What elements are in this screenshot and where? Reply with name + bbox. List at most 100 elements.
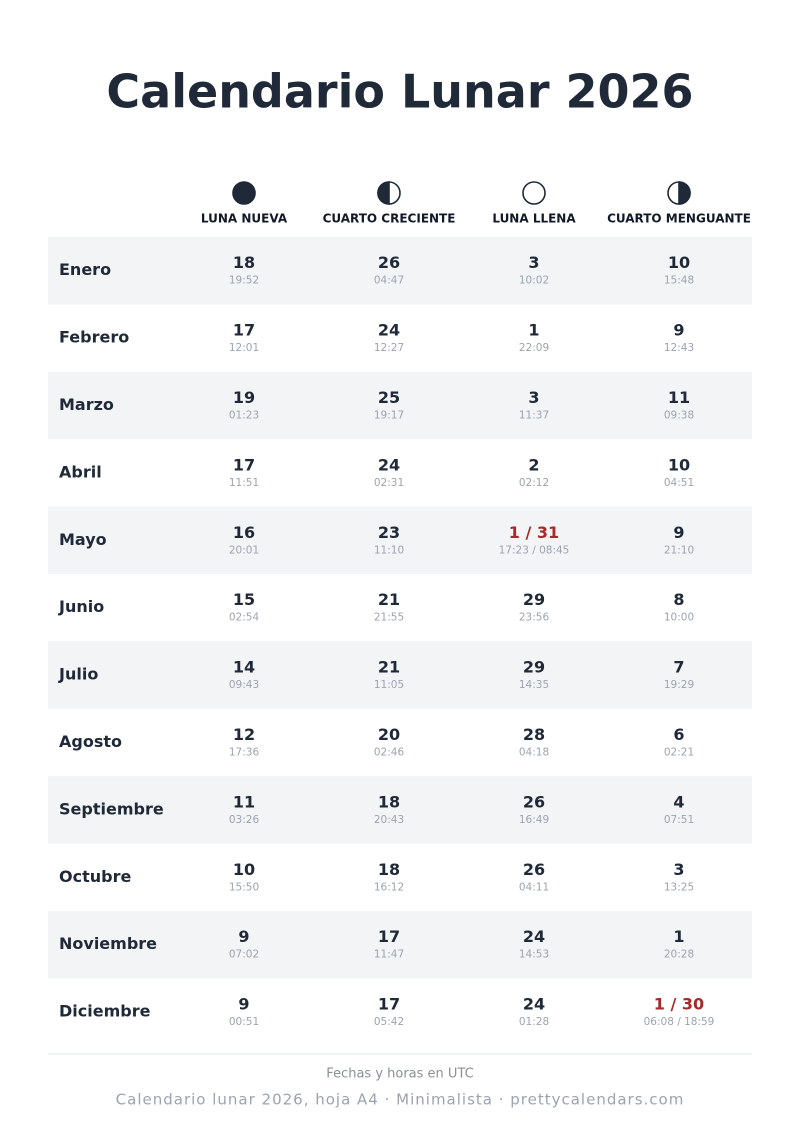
phase-day: 18: [378, 792, 400, 811]
phase-day: 1: [528, 321, 539, 340]
phase-time: 19:29: [664, 679, 694, 691]
phase-time: 02:46: [374, 747, 405, 759]
phase-day: 29: [523, 590, 545, 609]
phase-time: 11:47: [374, 949, 404, 961]
phase-time: 04:11: [519, 881, 549, 893]
column-header: CUARTO CRECIENTE: [323, 212, 456, 226]
phase-day: 1: [673, 927, 684, 946]
phase-day: 17: [378, 995, 400, 1014]
phase-time: 10:02: [519, 275, 549, 287]
phase-day: 24: [378, 321, 400, 340]
phase-day: 10: [668, 253, 690, 272]
phase-day: 21: [378, 658, 400, 677]
phase-time: 09:38: [664, 410, 694, 422]
phase-day: 25: [378, 388, 400, 407]
month-label: Junio: [58, 597, 104, 616]
phase-day: 17: [233, 455, 255, 474]
phase-day: 18: [378, 860, 400, 879]
phase-time: 19:17: [374, 410, 404, 422]
phase-day: 8: [673, 590, 684, 609]
phase-time: 12:27: [374, 342, 404, 354]
phase-day: 15: [233, 590, 255, 609]
phase-time: 15:48: [664, 275, 694, 287]
phase-day: 3: [528, 388, 539, 407]
phase-time: 21:55: [374, 612, 404, 624]
phase-day: 16: [233, 523, 255, 542]
phase-time: 20:28: [664, 949, 694, 961]
row-background: [48, 776, 752, 844]
phase-time: 02:54: [229, 612, 260, 624]
phase-time: 02:21: [664, 747, 694, 759]
month-label: Enero: [59, 260, 111, 279]
month-label: Abril: [59, 462, 102, 481]
phase-day: 17: [233, 321, 255, 340]
phase-day: 2: [528, 455, 539, 474]
phase-time: 04:47: [374, 275, 404, 287]
phase-time: 02:31: [374, 477, 404, 489]
phase-day: 26: [378, 253, 400, 272]
month-label: Mayo: [59, 530, 107, 549]
phase-day: 11: [668, 388, 690, 407]
phase-time: 16:49: [519, 814, 549, 826]
month-label: Diciembre: [59, 1002, 151, 1021]
phase-time: 14:53: [519, 949, 549, 961]
phase-time: 07:51: [664, 814, 694, 826]
phase-day: 7: [673, 658, 684, 677]
phase-time: 21:10: [664, 544, 694, 556]
page-title: Calendario Lunar 2026: [106, 65, 693, 119]
phase-day: 24: [378, 455, 400, 474]
phase-day: 6: [673, 725, 684, 744]
month-label: Septiembre: [59, 799, 164, 818]
phase-time: 12:43: [664, 342, 694, 354]
phase-day: 10: [668, 455, 690, 474]
phase-time: 12:01: [229, 342, 259, 354]
column-header: LUNA LLENA: [492, 212, 576, 226]
phase-time: 23:56: [519, 612, 550, 624]
phase-day: 24: [523, 927, 545, 946]
month-label: Noviembre: [59, 934, 157, 953]
phase-day: 3: [528, 253, 539, 272]
phase-day: 9: [673, 321, 684, 340]
phase-day: 18: [233, 253, 255, 272]
month-label: Febrero: [59, 328, 129, 347]
footer-note: Fechas y horas en UTC: [326, 1067, 473, 1082]
row-background: [48, 237, 752, 305]
phase-time: 09:43: [229, 679, 259, 691]
column-header: LUNA NUEVA: [201, 212, 288, 226]
month-label: Octubre: [59, 867, 131, 886]
phase-time: 22:09: [519, 342, 549, 354]
phase-time: 01:28: [519, 1016, 549, 1028]
phase-day: 12: [233, 725, 255, 744]
phase-day: 24: [523, 995, 545, 1014]
phase-day: 23: [378, 523, 400, 542]
month-label: Julio: [58, 665, 98, 684]
phase-time: 06:08 / 18:59: [644, 1016, 715, 1028]
phase-day: 9: [238, 995, 249, 1014]
phase-time: 13:25: [664, 881, 694, 893]
phase-day: 17: [378, 927, 400, 946]
phase-day: 20: [378, 725, 400, 744]
phase-time: 20:01: [229, 544, 259, 556]
phase-time: 11:10: [374, 544, 404, 556]
row-background: [48, 911, 752, 979]
row-background: [48, 371, 752, 440]
phase-time: 05:42: [374, 1016, 404, 1028]
row-background: [48, 506, 752, 574]
column-header: CUARTO MENGUANTE: [607, 212, 751, 226]
phase-time: 14:35: [519, 679, 549, 691]
phase-day: 3: [673, 860, 684, 879]
phase-time: 03:26: [229, 814, 260, 826]
footer-credit: Calendario lunar 2026, hoja A4 · Minimal…: [116, 1091, 685, 1109]
phase-time: 11:37: [519, 410, 549, 422]
phase-day: 19: [233, 388, 255, 407]
phase-time: 01:23: [229, 410, 259, 422]
phase-time: 20:43: [374, 814, 404, 826]
phase-time: 07:02: [229, 949, 259, 961]
phase-day: 9: [673, 523, 684, 542]
phase-day: 4: [673, 792, 684, 811]
phase-time: 11:05: [374, 679, 404, 691]
phase-time: 17:23 / 08:45: [499, 544, 570, 556]
phase-time: 04:18: [519, 747, 549, 759]
phase-time: 17:36: [229, 747, 260, 759]
